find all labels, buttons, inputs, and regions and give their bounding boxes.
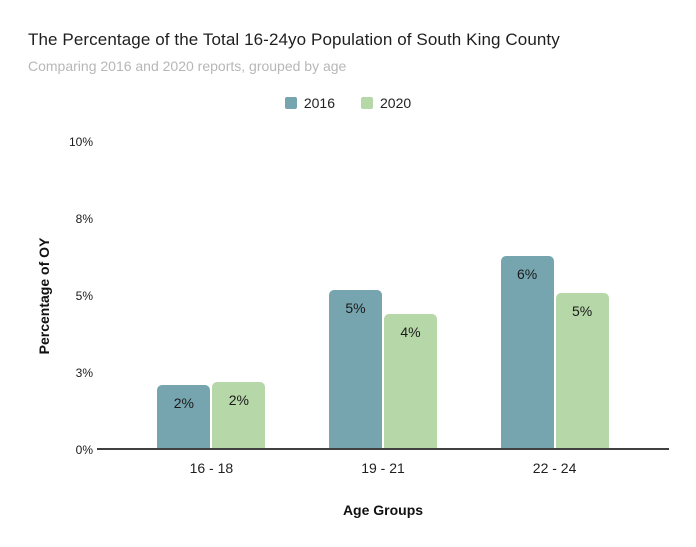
legend-swatch-icon xyxy=(284,97,297,109)
legend-item-2020[interactable]: 2020 xyxy=(361,95,411,111)
x-category-label: 19 - 21 xyxy=(361,460,405,476)
chart-title: The Percentage of the Total 16-24yo Popu… xyxy=(28,30,560,49)
bar-value-label: 2% xyxy=(228,392,249,408)
bar-2016-16-18[interactable]: 2% xyxy=(157,385,211,450)
y-tick-label: 5% xyxy=(75,289,93,303)
legend-swatch-icon xyxy=(361,97,373,109)
bar-2016-19-21[interactable]: 5% xyxy=(329,290,382,450)
x-category-label: 16 - 18 xyxy=(189,460,234,476)
bar-2020-16-18[interactable]: 2% xyxy=(212,382,266,450)
bar-2020-19-21[interactable]: 4% xyxy=(384,314,437,450)
x-category-label: 22 - 24 xyxy=(532,460,577,476)
bar-value-label: 5% xyxy=(571,303,593,319)
bar-value-label: 2% xyxy=(173,395,194,411)
y-tick-label: 8% xyxy=(75,212,93,226)
bar-2016-22-24[interactable]: 6% xyxy=(500,256,554,450)
y-tick-label: 3% xyxy=(75,366,93,380)
y-tick-label: 10% xyxy=(68,135,93,149)
legend-item-2016[interactable]: 2016 xyxy=(284,95,335,111)
legend-label: 2020 xyxy=(380,95,412,111)
x-axis-line xyxy=(97,448,669,450)
x-axis-title: Age Groups xyxy=(342,502,424,518)
legend: 2016 2020 xyxy=(0,95,696,111)
y-tick-label: 0% xyxy=(75,443,93,457)
bar-value-label: 5% xyxy=(345,300,366,316)
legend-label: 2016 xyxy=(303,95,335,111)
chart-subtitle: Comparing 2016 and 2020 reports, grouped… xyxy=(28,58,347,74)
bar-2020-22-24[interactable]: 5% xyxy=(555,293,609,450)
bar-value-label: 4% xyxy=(400,324,421,340)
bar-value-label: 6% xyxy=(516,266,538,282)
